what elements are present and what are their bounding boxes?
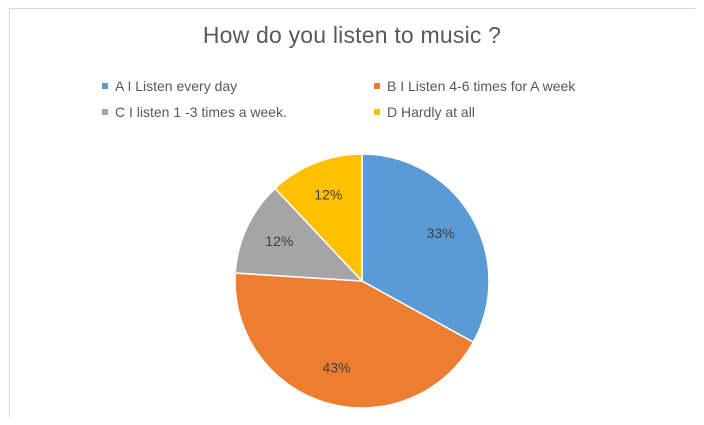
data-label-b: 43%: [322, 360, 350, 376]
legend-label-c: C I listen 1 -3 times a week.: [115, 104, 287, 120]
pie-slice-b: [234, 272, 475, 409]
legend-item-c: C I listen 1 -3 times a week.: [102, 104, 287, 120]
legend-label-b: B I Listen 4-6 times for A week: [387, 78, 576, 94]
chart-title: How do you listen to music ?: [202, 22, 502, 48]
legend-item-b: B I Listen 4-6 times for A week: [374, 78, 575, 94]
legend-label-d: D Hardly at all: [387, 104, 475, 120]
legend-item-d: D Hardly at all: [374, 104, 475, 120]
pie-slice-a: [361, 153, 490, 344]
pie-slice-c: [234, 187, 364, 282]
legend: A I Listen every day B I Listen 4-6 time…: [0, 0, 704, 130]
pie-slice-d: [274, 153, 363, 283]
legend-swatch-c: [102, 109, 108, 115]
legend-swatch-b: [374, 83, 380, 89]
data-label-c: 12%: [265, 233, 293, 249]
legend-item-a: A I Listen every day: [102, 78, 237, 94]
legend-swatch-d: [374, 109, 380, 115]
data-label-d: 12%: [314, 187, 342, 203]
data-label-a: 33%: [427, 225, 455, 241]
legend-swatch-a: [102, 83, 108, 89]
legend-label-a: A I Listen every day: [115, 78, 238, 94]
